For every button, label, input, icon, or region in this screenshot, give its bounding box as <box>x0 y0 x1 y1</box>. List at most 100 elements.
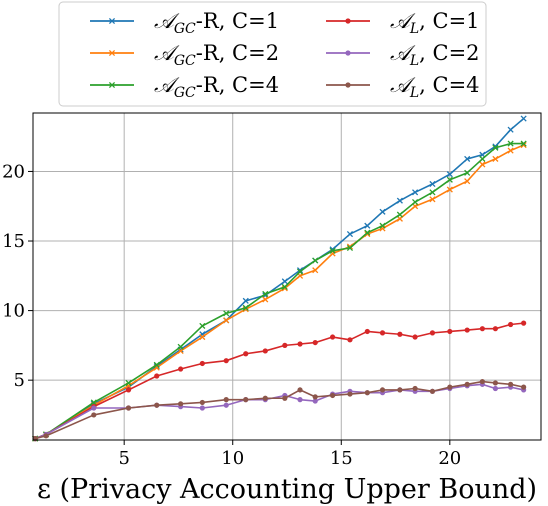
data-point-marker <box>446 171 453 178</box>
data-point-marker <box>223 358 229 364</box>
data-point-marker <box>429 180 436 188</box>
x-axis-label: ε (Privacy Accounting Upper Bound) <box>37 474 537 505</box>
data-point-marker <box>397 331 403 337</box>
data-point-marker <box>199 399 205 406</box>
data-point-marker <box>492 155 499 162</box>
legend-entry: 𝒜L, C=1 <box>326 9 480 37</box>
data-point-marker <box>154 402 160 408</box>
data-point-marker <box>464 178 471 185</box>
data-point-marker <box>508 321 514 328</box>
legend-box <box>58 1 487 107</box>
data-point-marker <box>346 231 354 238</box>
series-line <box>34 380 524 440</box>
data-point-marker <box>412 385 418 392</box>
data-point-marker <box>464 327 470 333</box>
data-point-marker <box>262 348 268 354</box>
data-point-marker <box>492 326 499 332</box>
data-point-marker <box>125 405 132 411</box>
data-point-marker <box>412 334 418 340</box>
data-point-marker <box>177 343 184 350</box>
data-point-marker <box>492 144 499 151</box>
data-point-marker <box>242 304 249 311</box>
data-point-marker <box>447 328 453 335</box>
y-tick-label: 10 <box>2 301 25 322</box>
data-point-marker <box>223 317 230 324</box>
x-tick-label: 5 <box>118 448 129 469</box>
data-point-marker <box>125 387 132 393</box>
legend-label: 𝒜GC-R, C=4 <box>154 73 279 101</box>
legend-entry: 𝒜GC-R, C=1 <box>90 9 279 37</box>
data-point-marker <box>345 50 351 56</box>
data-point-marker <box>507 140 514 147</box>
data-point-marker <box>199 333 206 341</box>
series-line <box>34 144 524 440</box>
data-point-marker <box>397 387 403 393</box>
data-point-marker <box>199 405 205 411</box>
data-point-marker <box>379 208 386 215</box>
data-point-marker <box>178 401 184 407</box>
data-point-marker <box>90 399 97 406</box>
data-point-marker <box>379 222 386 229</box>
data-point-marker <box>507 147 514 154</box>
data-point-marker <box>154 373 160 379</box>
data-point-marker <box>429 189 436 196</box>
data-point-marker <box>297 397 303 403</box>
data-point-marker <box>521 320 527 326</box>
data-point-marker <box>345 18 351 24</box>
x-tick-label: 10 <box>221 448 244 469</box>
data-point-marker <box>108 17 116 25</box>
data-point-marker <box>429 196 436 203</box>
grid-lines <box>33 113 541 440</box>
data-point-marker <box>492 385 499 392</box>
series-line <box>34 142 524 440</box>
data-point-marker <box>223 310 230 317</box>
data-point-marker <box>297 387 303 393</box>
data-point-marker <box>446 176 453 183</box>
legend-entry: 𝒜GC-R, C=4 <box>90 73 279 101</box>
legend-entry: 𝒜GC-R, C=2 <box>90 41 279 69</box>
data-point-marker <box>379 387 386 393</box>
legend-entry: 𝒜L, C=4 <box>326 73 480 101</box>
data-point-marker <box>429 330 436 336</box>
series-layer <box>32 115 527 442</box>
data-point-marker <box>507 126 514 133</box>
data-point-marker <box>281 283 288 290</box>
data-point-marker <box>412 198 419 206</box>
data-point-marker <box>178 366 184 372</box>
data-point-marker <box>364 222 371 229</box>
data-point-marker <box>312 398 318 404</box>
data-point-marker <box>329 392 336 399</box>
data-point-marker <box>479 161 486 168</box>
data-point-marker <box>479 378 485 385</box>
series-6 <box>32 378 527 442</box>
legend-label: 𝒜GC-R, C=1 <box>154 9 279 37</box>
data-point-marker <box>297 341 303 347</box>
data-point-marker <box>396 211 403 218</box>
series-1 <box>32 115 527 442</box>
data-point-marker <box>346 244 354 252</box>
data-point-marker <box>364 390 370 396</box>
data-point-marker <box>199 322 206 329</box>
y-tick-label: 20 <box>2 161 25 182</box>
y-tick-label: 5 <box>14 370 25 391</box>
data-point-marker <box>223 397 229 403</box>
data-point-marker <box>281 285 288 292</box>
data-point-marker <box>521 384 527 390</box>
data-point-marker <box>282 395 288 401</box>
data-point-marker <box>364 229 371 236</box>
data-point-marker <box>91 405 97 411</box>
data-point-marker <box>243 397 249 403</box>
data-point-marker <box>464 169 471 176</box>
data-point-marker <box>520 115 527 122</box>
data-point-marker <box>412 189 419 196</box>
data-point-marker <box>108 49 116 57</box>
series-4 <box>32 320 527 442</box>
x-tick-label: 15 <box>330 448 353 469</box>
data-point-marker <box>464 155 471 162</box>
series-line <box>34 322 524 440</box>
data-point-marker <box>446 186 453 193</box>
data-point-marker <box>396 197 403 204</box>
data-point-marker <box>281 278 288 285</box>
data-point-marker <box>479 155 486 162</box>
data-point-marker <box>242 297 249 304</box>
